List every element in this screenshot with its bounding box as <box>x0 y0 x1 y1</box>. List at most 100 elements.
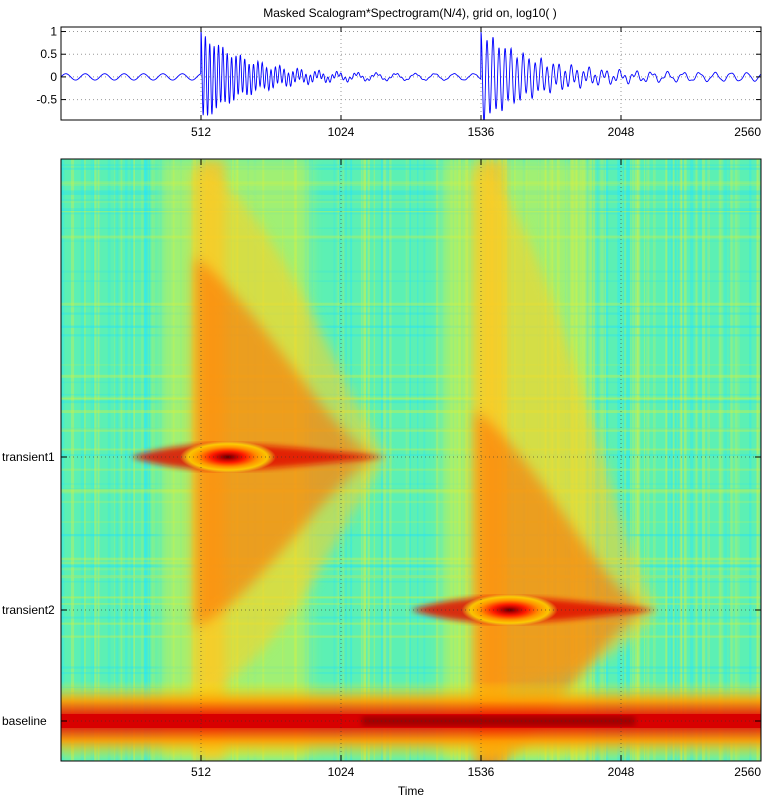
heatmap-band <box>61 183 761 186</box>
heatmap-band <box>61 490 761 494</box>
heatmap-streak <box>629 159 632 761</box>
heatmap-band <box>61 393 761 396</box>
heatmap-band <box>61 364 761 366</box>
heatmap-streak <box>664 159 668 761</box>
heatmap-x-tick-label: 2048 <box>608 765 635 779</box>
heatmap-streak <box>94 159 97 761</box>
heatmap-streak <box>758 159 760 761</box>
heatmap-band <box>61 396 761 399</box>
heatmap-axes: 512 1024 1536 2048 2560 transient1 transient2… <box>2 158 762 798</box>
heatmap-band <box>61 167 761 170</box>
heatmap-y-ticks: transient1 transient2 baseline <box>2 450 761 728</box>
heatmap-streak <box>97 159 101 761</box>
heatmap-band <box>61 557 761 561</box>
heatmap-band <box>61 397 761 400</box>
heatmap-band <box>61 596 761 599</box>
waveform-y-tick-label: 0 <box>50 70 57 84</box>
heatmap-frame <box>60 158 762 762</box>
heatmap-band <box>61 521 761 523</box>
heatmap-streak <box>695 159 698 761</box>
heatmap-band <box>61 410 761 414</box>
waveform-line <box>60 30 762 121</box>
heatmap-streak <box>670 159 673 761</box>
heatmap-streak <box>647 159 649 761</box>
heatmap-grid <box>61 159 761 761</box>
heatmap-streak <box>681 159 685 761</box>
heatmap-streak <box>99 159 101 761</box>
heatmap-streak <box>423 159 426 761</box>
waveform-y-ticks: -0.5 0 0.5 1 <box>36 25 761 107</box>
transient-core-region <box>475 410 648 761</box>
heatmap-band <box>61 564 761 567</box>
heatmap-streak <box>604 159 607 761</box>
heatmap-band <box>61 190 761 193</box>
heatmap-streak <box>84 159 86 761</box>
heatmap-streak <box>626 159 630 761</box>
heatmap-x-tick-label: 1536 <box>468 765 495 779</box>
heatmap-x-axis-label: Time <box>398 784 425 798</box>
heatmap-streak <box>622 159 625 761</box>
waveform-y-tick-label: 1 <box>50 25 57 39</box>
heatmap-streak <box>624 159 626 761</box>
waveform-y-tick-label: -0.5 <box>36 93 57 107</box>
heatmap-streak <box>707 159 710 761</box>
heatmap-streak <box>605 159 609 761</box>
heatmap-streak <box>732 159 734 761</box>
heatmap-band <box>61 672 761 675</box>
heatmap-band <box>61 454 761 457</box>
heatmap-streak <box>617 159 621 761</box>
heatmap-streak <box>690 159 694 761</box>
heatmap-band <box>61 305 761 308</box>
waveform-x-tick-label: 1536 <box>468 125 495 139</box>
heatmap-streak <box>120 159 123 761</box>
heatmap-streak <box>117 159 119 761</box>
heatmap-band <box>61 430 761 432</box>
heatmap-streak <box>407 159 409 761</box>
heatmap-streak <box>92 159 96 761</box>
heatmap-features <box>61 159 761 761</box>
heatmap-band <box>61 200 761 203</box>
heatmap-streak <box>672 159 675 761</box>
heatmap-streak <box>124 159 128 761</box>
heatmap-band <box>61 211 761 213</box>
heatmap-streak <box>80 159 84 761</box>
heatmap-streak <box>749 159 752 761</box>
heatmap-streak <box>61 159 64 761</box>
heatmap-streak <box>678 159 681 761</box>
heatmap-band <box>61 302 761 306</box>
heatmap-band <box>61 280 761 282</box>
baseline-band-core <box>361 716 636 726</box>
heatmap-band <box>61 533 761 537</box>
heatmap-streak <box>756 159 759 761</box>
heatmap-band <box>61 374 761 378</box>
transient-peak <box>179 441 276 473</box>
heatmap-streak <box>729 159 731 761</box>
heatmap-band <box>61 488 761 490</box>
waveform-plot-area <box>61 27 761 120</box>
waveform-x-tick-label: 1024 <box>328 125 355 139</box>
heatmap-y-tick-label: transient1 <box>2 450 55 464</box>
heatmap-streak <box>61 159 65 761</box>
heatmap-streak <box>697 159 699 761</box>
heatmap-band <box>61 209 761 211</box>
waveform-x-tick-label: 512 <box>191 125 211 139</box>
waveform-y-tick-label: 0.5 <box>40 47 57 61</box>
heatmap-streak <box>115 159 118 761</box>
heatmap-band <box>61 488 761 492</box>
heatmap-band <box>61 235 761 239</box>
heatmap-band <box>61 325 761 328</box>
heatmap-streak <box>738 159 740 761</box>
heatmap-band <box>61 240 761 242</box>
heatmap-streak <box>409 159 411 761</box>
heatmap-band <box>61 622 761 625</box>
heatmap-streak <box>107 159 111 761</box>
heatmap-streak <box>643 159 646 761</box>
heatmap-band <box>61 334 761 337</box>
heatmap-band <box>61 270 761 273</box>
heatmap-streak <box>679 159 683 761</box>
heatmap-streak <box>632 159 635 761</box>
heatmap-streak <box>90 159 93 761</box>
heatmap-band <box>61 212 761 215</box>
heatmap-band <box>61 561 761 565</box>
heatmap-streak <box>417 159 419 761</box>
